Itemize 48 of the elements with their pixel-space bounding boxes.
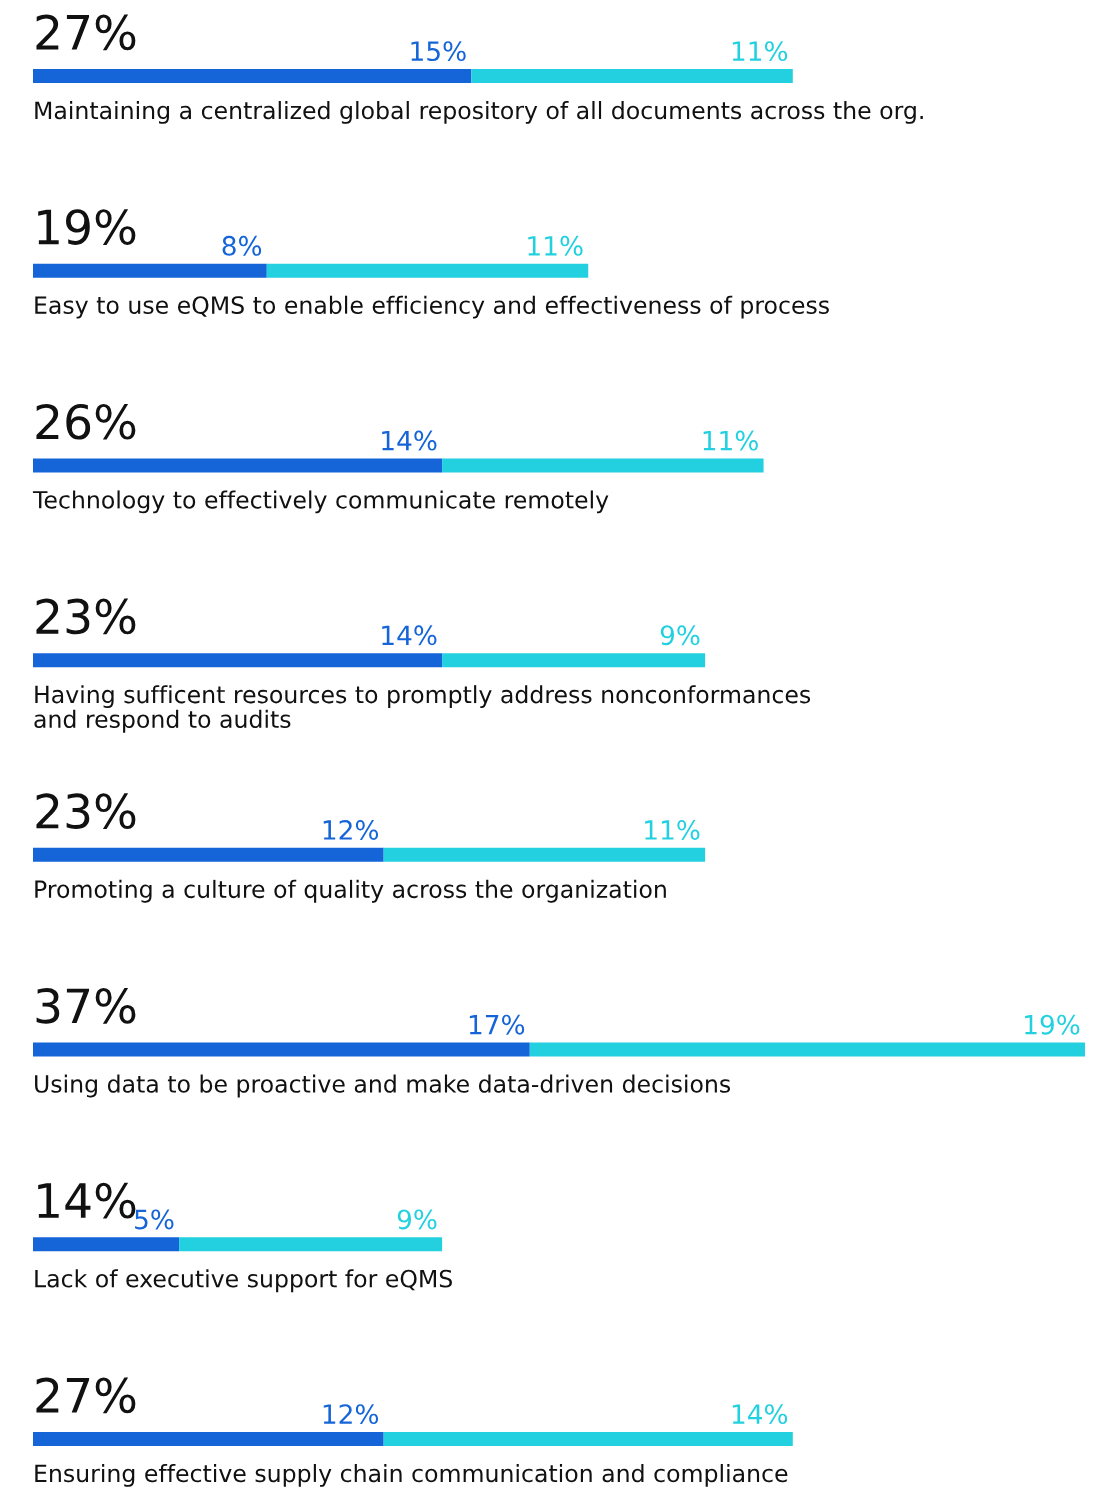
bar [471, 69, 793, 83]
y-tick-label: Using data to be proactive and make data-driven decisions [35, 1074, 731, 1098]
data-label: 14% [732, 1404, 788, 1425]
total-label: 27% [36, 1377, 136, 1414]
total-label: 19% [38, 209, 136, 245]
total-label: 14% [38, 1182, 136, 1219]
bar [529, 1042, 1085, 1057]
bar [442, 653, 706, 668]
total-label: 27% [36, 14, 136, 51]
bar [33, 1237, 180, 1252]
total-label: 26% [36, 403, 136, 440]
bar [442, 458, 764, 473]
data-label: 5% [135, 1209, 174, 1230]
y-tick-label: Easy to use eQMS to enable efficiency and effectiveness of process [35, 295, 829, 319]
bar [33, 458, 443, 473]
bar [33, 653, 443, 668]
bar [33, 69, 472, 83]
y-tick-label: Technology to effectively communicate remotely [32, 490, 609, 514]
y-tick-label: Maintaining a centralized global repository of all documents across the org. [35, 101, 923, 124]
data-label: 9% [660, 625, 700, 646]
bar [33, 847, 384, 862]
total-label: 23% [36, 598, 136, 635]
data-label: 15% [411, 41, 466, 62]
data-label: 11% [732, 41, 788, 62]
bar [266, 263, 589, 278]
y-tick-label: Having sufficent resources to promptly address nonconformances and respond to audits [34, 685, 811, 733]
bar [33, 1432, 384, 1446]
data-label: 11% [703, 430, 758, 451]
data-label: 14% [382, 625, 437, 646]
bar [383, 847, 706, 862]
data-label: 11% [645, 820, 700, 840]
bar [179, 1237, 443, 1252]
total-label: 23% [36, 793, 136, 830]
data-label: 9% [397, 1209, 437, 1230]
data-label: 17% [469, 1014, 525, 1035]
data-label: 14% [382, 430, 437, 451]
data-label: 8% [222, 235, 262, 256]
y-tick-label: Lack of executive support for eQMS [35, 1269, 452, 1293]
total-label: 37% [36, 988, 136, 1024]
bar [383, 1432, 793, 1446]
data-label: 19% [1025, 1014, 1080, 1035]
data-label: 12% [323, 1404, 379, 1425]
bar [33, 1042, 530, 1057]
y-tick-label: Ensuring effective supply chain communication and compliance [35, 1464, 788, 1487]
y-tick-label: Promoting a culture of quality across the organization [35, 879, 666, 903]
bar [33, 263, 267, 278]
data-label: 11% [528, 235, 583, 256]
data-label: 12% [323, 820, 379, 840]
